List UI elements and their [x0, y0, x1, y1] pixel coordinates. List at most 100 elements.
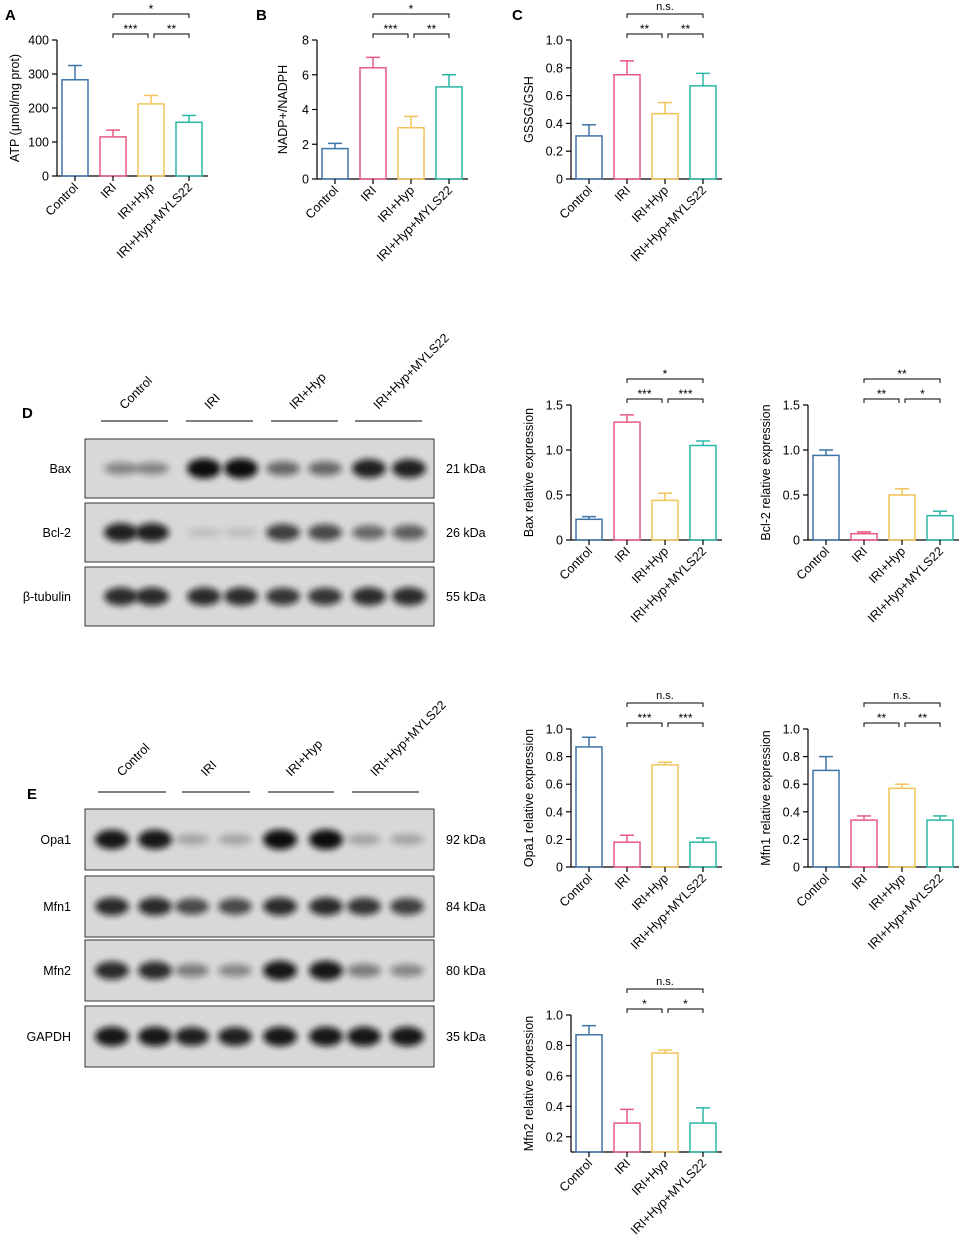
y-tick-label: 0.2	[546, 833, 563, 847]
protein-band	[347, 897, 381, 916]
x-tick-label: Control	[557, 183, 595, 221]
molecular-weight-label: 55 kDa	[446, 590, 486, 604]
protein-band	[218, 1027, 252, 1046]
group-label: IRI+Hyp+MYLS22	[371, 331, 452, 412]
bar-iri	[359, 67, 387, 180]
group-label: IRI	[202, 391, 223, 412]
protein-band	[309, 960, 343, 981]
x-tick-label: Control	[557, 1156, 595, 1194]
y-tick-label: 1.0	[546, 444, 563, 458]
y-tick-label: 0	[556, 534, 563, 548]
y-axis-label: Bcl-2 relative expression	[759, 404, 773, 540]
panel-letter: C	[512, 7, 523, 24]
chart-panel-1: A 0 100 200 300 400 ATP (μmol/mg prot) Control I…	[5, 2, 208, 261]
protein-band	[392, 524, 426, 541]
panel-letter: B	[256, 7, 267, 24]
x-tick-label: IRI	[849, 544, 870, 565]
significance-label: **	[167, 22, 177, 36]
x-tick-label: IRI	[849, 871, 870, 892]
bar-control	[575, 1034, 603, 1153]
protein-band	[390, 964, 424, 977]
bar-iri-hyp-myls22	[689, 444, 717, 541]
x-tick-label: IRI	[358, 183, 379, 204]
significance-bracket	[153, 33, 190, 38]
significance-bracket	[413, 33, 450, 38]
y-tick-label: 2	[302, 138, 309, 152]
group-label: IRI+Hyp	[283, 737, 325, 779]
bar-iri	[613, 74, 641, 180]
bar-iri-hyp-myls22	[689, 841, 717, 868]
significance-bracket	[372, 13, 450, 18]
protein-label: Bcl-2	[43, 526, 72, 540]
y-tick-label: 400	[28, 34, 49, 48]
protein-band	[104, 587, 138, 606]
significance-bracket	[112, 13, 190, 18]
chart-panel-6: 0 0.2 0.4 0.6 0.8 1.0 Opa1 relative expression…	[522, 690, 722, 952]
protein-band	[309, 829, 343, 850]
significance-label: ***	[678, 387, 692, 401]
y-tick-label: 0	[556, 173, 563, 187]
significance-label: ***	[637, 711, 651, 725]
bar-iri-hyp	[651, 1052, 679, 1153]
bar-iri	[850, 819, 878, 868]
y-tick-label: 300	[28, 68, 49, 82]
protein-band	[263, 897, 297, 916]
bar-iri-hyp	[888, 494, 916, 541]
panel-letter: E	[27, 786, 37, 803]
significance-bracket	[626, 398, 663, 403]
y-tick-label: 0.4	[546, 117, 563, 131]
y-tick-label: 0.6	[546, 89, 563, 103]
significance-label: *	[149, 2, 154, 16]
chart-panel-7: 0 0.2 0.4 0.6 0.8 1.0 Mfn1 relative expression…	[759, 690, 959, 952]
y-axis-label: ATP (μmol/mg prot)	[8, 54, 22, 162]
protein-band	[224, 587, 258, 606]
bar-iri	[99, 136, 127, 177]
bar-iri	[613, 1122, 641, 1153]
protein-band	[95, 829, 129, 850]
group-label: IRI	[198, 758, 219, 779]
y-tick-label: 0.5	[546, 489, 563, 503]
protein-band	[138, 897, 172, 916]
significance-bracket	[667, 33, 704, 38]
x-tick-label: Control	[557, 544, 595, 582]
y-tick-label: 1.5	[546, 399, 563, 413]
bar-iri-hyp	[651, 499, 679, 541]
chart-panel-5: 0 0.5 1.0 1.5 Bcl-2 relative expression Contr…	[759, 367, 959, 625]
y-tick-label: 1.0	[783, 723, 800, 737]
significance-bracket	[112, 33, 149, 38]
western-blot-d: D Control IRI IRI+Hyp IRI+Hyp+MYLS22 Bax 21 kD…	[22, 331, 486, 627]
y-tick-label: 0.8	[783, 750, 800, 764]
blot-row-bcl-2: Bcl-2 26 kDa	[43, 502, 486, 563]
molecular-weight-label: 35 kDa	[446, 1030, 486, 1044]
bar-iri	[850, 532, 878, 541]
y-tick-label: 0.5	[783, 489, 800, 503]
protein-band	[218, 834, 252, 845]
protein-band	[95, 961, 129, 980]
significance-bracket	[667, 398, 704, 403]
y-axis-label: GSSG/GSH	[522, 76, 536, 143]
blot-row-opa1: Opa1 92 kDa	[40, 808, 486, 871]
bar-iri-hyp-myls22	[435, 86, 463, 180]
x-tick-label: Control	[794, 871, 832, 909]
blot-row-mfn2: Mfn2 80 kDa	[43, 939, 486, 1002]
significance-label: ***	[678, 711, 692, 725]
bar-iri-hyp-myls22	[689, 1122, 717, 1153]
bar-iri-hyp-myls22	[926, 819, 954, 868]
protein-band	[218, 964, 252, 977]
bar-iri-hyp-myls22	[175, 121, 203, 177]
significance-bracket	[626, 722, 663, 727]
significance-label: *	[409, 2, 414, 16]
bar-control	[321, 147, 349, 180]
bar-iri-hyp	[888, 787, 916, 868]
significance-label: ***	[123, 22, 137, 36]
protein-band	[347, 963, 381, 978]
group-label: Control	[114, 741, 152, 779]
protein-band	[187, 527, 221, 538]
significance-bracket	[372, 33, 409, 38]
y-axis-label: NADP+/NADPH	[276, 65, 290, 154]
significance-bracket	[626, 988, 704, 993]
y-tick-label: 1.0	[546, 34, 563, 48]
y-tick-label: 0.6	[546, 778, 563, 792]
